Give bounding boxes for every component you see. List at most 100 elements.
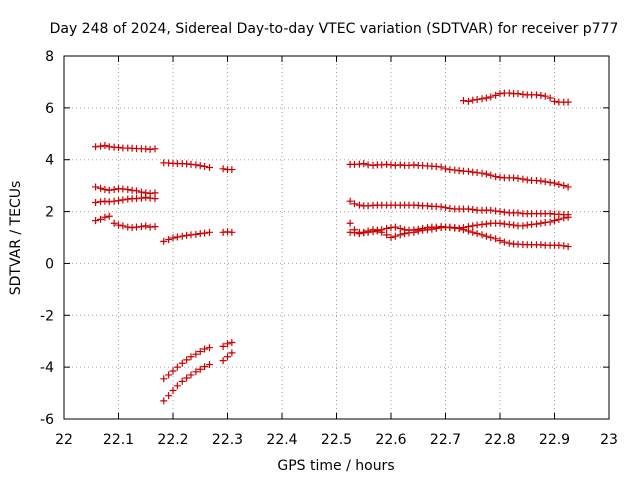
data-point-plus: [173, 382, 181, 390]
data-point-plus: [437, 163, 445, 171]
data-point-plus: [160, 237, 168, 245]
data-point-plus: [178, 377, 186, 385]
data-point-plus: [196, 162, 204, 170]
data-point-plus: [201, 363, 209, 371]
data-point-plus: [428, 225, 436, 233]
data-point-plus: [487, 171, 495, 179]
y-tick-label: 8: [45, 49, 54, 65]
y-tick-label: 0: [45, 256, 54, 272]
data-point-plus: [464, 97, 472, 105]
series-s4-b: [346, 197, 572, 219]
data-point-plus: [228, 166, 236, 174]
data-point-plus: [196, 348, 204, 356]
series-s5: [459, 89, 572, 106]
data-point-plus: [173, 363, 181, 371]
series-s3-d: [219, 349, 236, 365]
data-point-plus: [346, 197, 354, 205]
series-s1-d: [92, 212, 159, 232]
data-point-plus: [541, 92, 549, 100]
series-s3-b: [219, 228, 236, 236]
data-point-plus: [496, 219, 504, 227]
data-point-plus: [137, 188, 145, 196]
y-tick-label: 2: [45, 205, 54, 221]
data-point-plus: [142, 222, 150, 230]
data-point-plus: [178, 232, 186, 240]
data-point-plus: [541, 178, 549, 186]
data-point-plus: [165, 392, 173, 400]
data-point-plus: [414, 227, 422, 235]
data-point-plus: [487, 206, 495, 214]
data-point-plus: [228, 339, 236, 347]
data-point-plus: [219, 342, 227, 350]
series-s2-d: [160, 361, 214, 405]
data-point-plus: [92, 183, 100, 191]
data-point-plus: [110, 219, 118, 227]
data-point-plus: [492, 173, 500, 181]
data-point-plus: [391, 232, 399, 240]
data-point-plus: [124, 186, 132, 194]
data-point-plus: [500, 238, 508, 246]
data-point-plus: [115, 197, 122, 205]
x-tick-label: 22.5: [321, 432, 352, 448]
data-point-plus: [564, 243, 572, 251]
series-s1-c: [92, 193, 159, 206]
axis-ticks: [63, 55, 610, 420]
data-point-plus: [201, 229, 209, 237]
x-tick-label: 22.8: [484, 432, 515, 448]
data-point-plus: [151, 145, 159, 153]
data-point-plus: [219, 165, 227, 173]
data-point-plus: [92, 198, 100, 206]
data-point-plus: [355, 230, 363, 238]
data-point-plus: [137, 223, 145, 231]
data-point-plus: [519, 175, 527, 183]
data-point-plus: [224, 353, 231, 361]
data-point-plus: [437, 203, 445, 211]
data-point-plus: [355, 201, 363, 209]
data-point-plus: [560, 182, 568, 190]
data-point-plus: [514, 209, 522, 217]
data-point-plus: [459, 97, 467, 105]
data-point-plus: [187, 353, 195, 361]
data-point-plus: [482, 94, 490, 102]
data-point-plus: [492, 91, 500, 99]
data-point-plus: [459, 226, 467, 234]
data-points: [92, 89, 572, 405]
data-point-plus: [469, 228, 477, 236]
data-point-plus: [192, 368, 200, 376]
data-point-plus: [514, 90, 522, 98]
data-point-plus: [206, 361, 214, 369]
data-point-plus: [169, 367, 177, 375]
data-point-plus: [169, 234, 177, 242]
data-point-plus: [196, 365, 204, 373]
series-s1-a: [92, 141, 159, 153]
data-point-plus: [101, 186, 109, 194]
data-point-plus: [119, 196, 127, 204]
data-point-plus: [560, 242, 568, 250]
data-point-plus: [442, 204, 449, 212]
data-point-plus: [201, 162, 209, 170]
series-s2-a: [160, 159, 214, 171]
x-tick-label: 22.6: [375, 432, 406, 448]
x-tick-label: 22.7: [430, 432, 461, 448]
data-point-plus: [228, 228, 236, 236]
data-point-plus: [551, 217, 558, 225]
x-tick-label: 22: [55, 432, 73, 448]
data-point-plus: [519, 222, 527, 230]
data-point-plus: [183, 374, 191, 382]
data-point-plus: [142, 193, 150, 201]
series-s3-a: [219, 165, 236, 174]
x-tick-label: 22.3: [212, 432, 243, 448]
data-point-plus: [555, 215, 563, 223]
data-point-plus: [151, 195, 159, 203]
data-point-plus: [206, 344, 214, 352]
grid-lines: [64, 56, 609, 419]
data-point-plus: [360, 160, 368, 168]
data-point-plus: [442, 165, 449, 173]
x-axis-label: GPS time / hours: [277, 458, 394, 474]
chart-title: Day 248 of 2024, Sidereal Day-to-day VTE…: [50, 21, 619, 37]
data-point-plus: [396, 231, 404, 239]
data-point-plus: [564, 98, 572, 106]
series-s4-a: [346, 160, 572, 191]
data-point-plus: [510, 221, 518, 229]
